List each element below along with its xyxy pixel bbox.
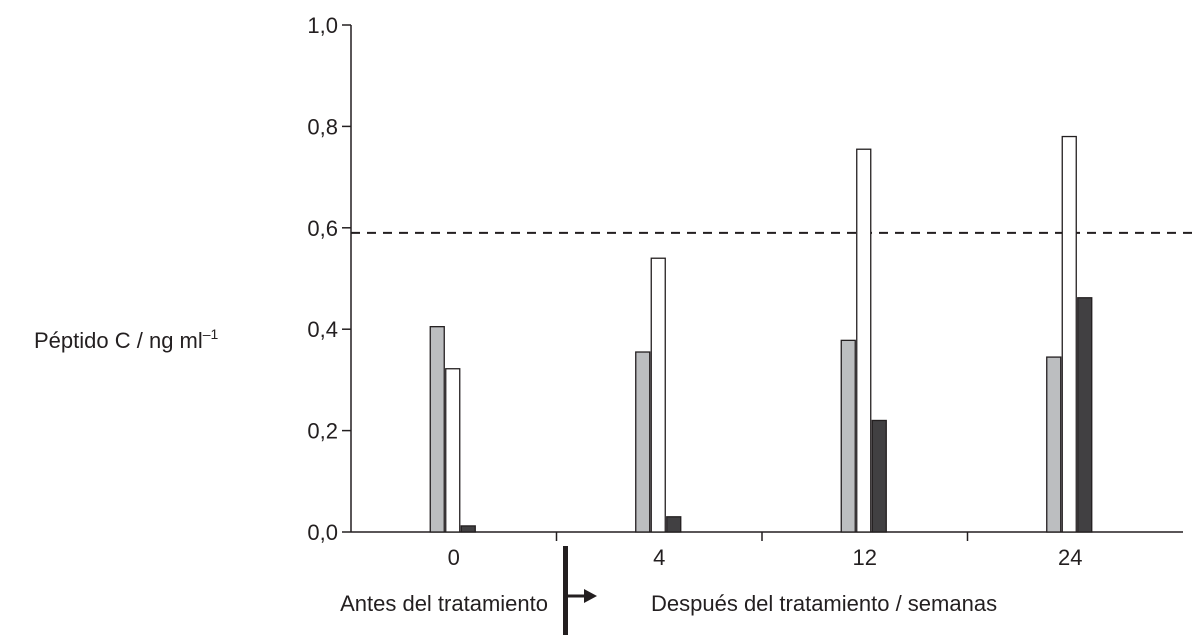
- x-tick-label: 0: [448, 545, 460, 570]
- arrow-head: [584, 589, 597, 603]
- y-axis-label-superscript: –1: [203, 326, 219, 342]
- bar: [635, 351, 651, 533]
- axes: 0,0 0,2 0,4 0,6 0,8 1,0 0 4 12 24: [307, 13, 1183, 570]
- divider-bar: [563, 546, 568, 635]
- bar: [1046, 356, 1062, 533]
- bars: [429, 135, 1093, 533]
- x-axis-label-after: Después del tratamiento / semanas: [651, 591, 997, 616]
- bar: [840, 339, 856, 533]
- y-axis-label: Péptido C / ng ml–1: [34, 326, 219, 353]
- y-tick-label: 0,4: [307, 317, 338, 342]
- labels: Péptido C / ng ml–1 Antes del tratamient…: [34, 326, 997, 616]
- bar: [1077, 297, 1093, 533]
- y-tick-label: 0,2: [307, 419, 338, 444]
- bar: [871, 419, 887, 533]
- bar: [1061, 135, 1077, 533]
- bar: [856, 148, 872, 533]
- bar: [666, 516, 682, 533]
- bar: [429, 326, 445, 533]
- y-tick-label: 0,0: [307, 520, 338, 545]
- bar: [460, 525, 476, 533]
- x-axis-label-before: Antes del tratamiento: [340, 591, 548, 616]
- x-tick-label: 4: [653, 545, 665, 570]
- x-tick-label: 12: [853, 545, 877, 570]
- x-tick-label: 24: [1058, 545, 1082, 570]
- treatment-divider: [563, 546, 597, 635]
- bar: [445, 368, 461, 533]
- y-tick-label: 0,6: [307, 216, 338, 241]
- y-axis-label-text: Péptido C / ng ml: [34, 328, 203, 353]
- y-tick-label: 0,8: [307, 114, 338, 139]
- bar: [650, 257, 666, 533]
- y-tick-label: 1,0: [307, 13, 338, 38]
